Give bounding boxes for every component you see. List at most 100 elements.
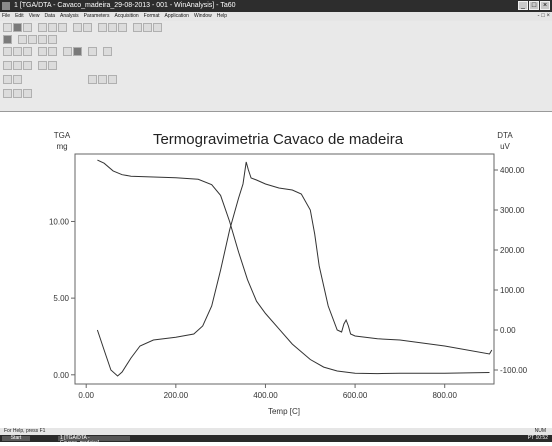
toolbar-row-3 [3, 47, 112, 57]
x-tick-label: 400.00 [253, 391, 278, 400]
menu-data[interactable]: Data [44, 13, 55, 19]
menu-format[interactable]: Format [143, 13, 160, 19]
toolbar-row-1 [3, 23, 162, 33]
window-controls: _ □ × [518, 1, 550, 10]
toolbar-row-4 [3, 61, 57, 71]
menu-edit[interactable]: Edit [15, 13, 24, 19]
left-axis-label: TGA [54, 131, 71, 140]
derivative-icon[interactable] [118, 23, 127, 32]
status-help-text: For Help, press F1 [4, 428, 46, 434]
step-icon[interactable] [48, 47, 57, 56]
layout-icon[interactable] [88, 47, 97, 56]
cursor-icon[interactable] [98, 23, 107, 32]
taskbar-item-winanalysis[interactable]: 1 [TGA/DTA - Cavaco_madeira] [58, 436, 130, 446]
onset-icon[interactable] [38, 47, 47, 56]
zoom-out-icon[interactable] [58, 23, 67, 32]
right-tick-label: 0.00 [500, 326, 516, 335]
find-icon[interactable] [38, 23, 47, 32]
grid-icon[interactable] [18, 35, 27, 44]
right-axis-unit: uV [500, 142, 510, 151]
display-icon[interactable] [3, 35, 12, 44]
table-icon[interactable] [103, 47, 112, 56]
menu-bar: File Edit View Data Analysis Parameters … [0, 12, 552, 21]
x-tick-label: 0.00 [78, 391, 94, 400]
mdi-window-controls[interactable]: - □ × [537, 13, 550, 19]
right-axis-label: DTA [497, 131, 513, 140]
tool-j-icon[interactable] [108, 75, 117, 84]
tool-a-icon[interactable] [3, 61, 12, 70]
tool-f-icon[interactable] [3, 75, 12, 84]
taskbar: Start 1 [TGA/DTA - Cavaco_madeira] PT 10… [0, 435, 552, 446]
tool-b-icon[interactable] [13, 61, 22, 70]
menu-file[interactable]: File [2, 13, 11, 19]
window-cascade-icon[interactable] [73, 47, 82, 56]
x-tick-label: 200.00 [164, 391, 189, 400]
plot-frame [74, 153, 495, 385]
menu-help[interactable]: Help [216, 13, 228, 19]
chart-title: Termogravimetria Cavaco de madeira [153, 131, 404, 148]
tool-i-icon[interactable] [98, 75, 107, 84]
normalize-icon[interactable] [13, 47, 22, 56]
menu-parameters[interactable]: Parameters [83, 13, 110, 19]
axis-icon[interactable] [38, 35, 47, 44]
save-icon[interactable] [13, 23, 22, 32]
toolbar-row-2 [3, 35, 57, 45]
zoom-in-icon[interactable] [48, 23, 57, 32]
system-tray-clock: PT 10:52 [527, 435, 548, 441]
tool-k-icon[interactable] [3, 89, 12, 98]
help-icon[interactable] [143, 23, 152, 32]
right-tick-label: 100.00 [500, 286, 525, 295]
right-tick-label: -100.00 [500, 366, 528, 375]
status-num-indicator: NUM [534, 428, 546, 434]
toolbar-row-5 [3, 75, 22, 85]
status-bar: For Help, press F1 NUM [0, 428, 552, 435]
toolbar-area [0, 21, 552, 112]
right-tick-label: 400.00 [500, 166, 525, 175]
menu-window[interactable]: Window [193, 13, 212, 19]
smooth-icon[interactable] [23, 47, 32, 56]
print-icon[interactable] [23, 23, 32, 32]
minimize-button[interactable]: _ [518, 1, 528, 10]
dta-series-line [96, 161, 493, 377]
app-icon [2, 2, 10, 10]
line-icon[interactable] [28, 35, 37, 44]
left-tick-label: 5.00 [53, 294, 69, 303]
tga-series-line [97, 159, 490, 375]
context-help-icon[interactable] [153, 23, 162, 32]
window-title: 1 [TGA/DTA - Cavaco_madeira_29-08-2013 -… [14, 2, 236, 9]
start-button[interactable]: Start [2, 436, 30, 441]
menu-application[interactable]: Application [164, 13, 189, 19]
menu-acquisition[interactable]: Acquisition [114, 13, 139, 19]
baseline-icon[interactable] [83, 23, 92, 32]
window-tile-icon[interactable] [63, 47, 72, 56]
tool-d-icon[interactable] [38, 61, 47, 70]
tool-c-icon[interactable] [23, 61, 32, 70]
tool-e-icon[interactable] [48, 61, 57, 70]
right-tick-label: 300.00 [500, 206, 525, 215]
tool-l-icon[interactable] [13, 89, 22, 98]
tga-dta-chart[interactable]: Termogravimetria Cavaco de madeira TGA m… [0, 112, 552, 428]
x-tick-label: 800.00 [432, 391, 457, 400]
overlay-icon[interactable] [3, 47, 12, 56]
chart-icon[interactable] [133, 23, 142, 32]
peak-icon[interactable] [108, 23, 117, 32]
scale-icon[interactable] [73, 23, 82, 32]
tool-h-icon[interactable] [88, 75, 97, 84]
open-icon[interactable] [3, 23, 12, 32]
x-axis-label: Temp [C] [268, 407, 300, 416]
close-button[interactable]: × [540, 1, 550, 10]
series-group [96, 159, 493, 377]
left-tick-label: 0.00 [53, 371, 69, 380]
plot-area[interactable]: Termogravimetria Cavaco de madeira TGA m… [0, 112, 552, 428]
tool-g-icon[interactable] [13, 75, 22, 84]
x-tick-label: 600.00 [343, 391, 368, 400]
toolbar-row-5b [88, 75, 117, 85]
menu-analysis[interactable]: Analysis [60, 13, 79, 19]
toolbar-row-6 [3, 89, 32, 99]
label-icon[interactable] [48, 35, 57, 44]
tool-m-icon[interactable] [23, 89, 32, 98]
left-tick-label: 10.00 [49, 217, 70, 226]
menu-view[interactable]: View [28, 13, 40, 19]
maximize-button[interactable]: □ [529, 1, 539, 10]
right-tick-label: 200.00 [500, 246, 525, 255]
